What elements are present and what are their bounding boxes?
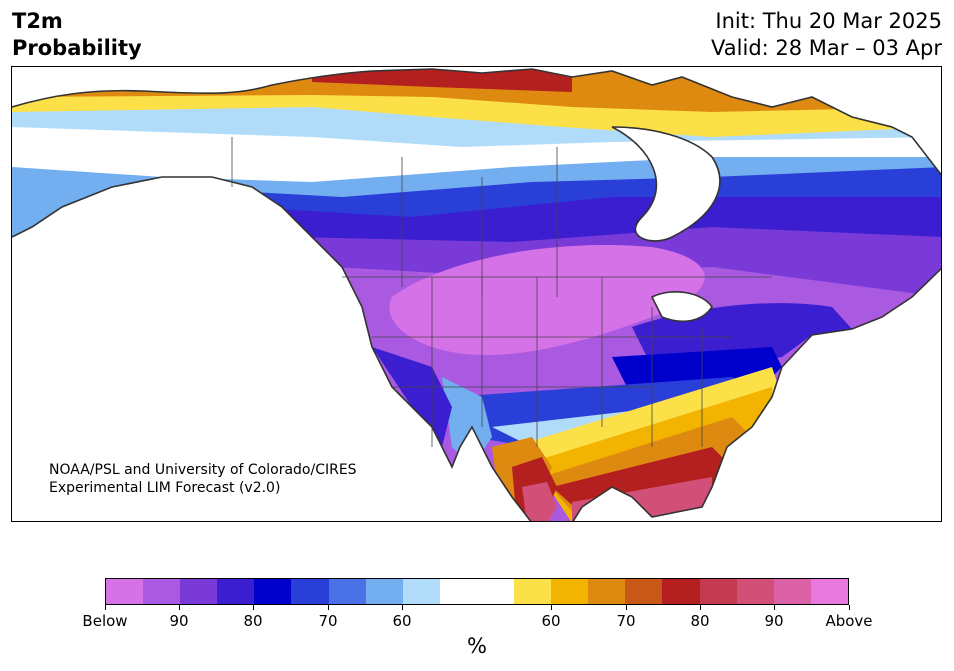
forecast-map (11, 66, 942, 522)
colorbar-segment (254, 579, 292, 604)
credit-line-1: NOAA/PSL and University of Colorado/CIRE… (49, 462, 357, 478)
colorbar-segment (291, 579, 329, 604)
colorbar-tick-mark (700, 605, 701, 610)
colorbar-segment (699, 579, 737, 604)
colorbar-segment (736, 579, 774, 604)
colorbar-segment (662, 579, 700, 604)
coastlines (12, 68, 941, 521)
credit-line-2: Experimental LIM Forecast (v2.0) (49, 480, 281, 496)
forecast-dates: Init: Thu 20 Mar 2025 Valid: 28 Mar – 03… (711, 8, 942, 62)
colorbar-segment (439, 579, 477, 604)
colorbar-segment (810, 579, 848, 604)
init-date: Init: Thu 20 Mar 2025 (715, 9, 942, 33)
state-borders (231, 137, 772, 447)
colorbar-segment (773, 579, 811, 604)
colorbar-tick-mark (551, 605, 552, 610)
colorbar-tick-label: 90 (169, 612, 189, 630)
colorbar-tick-label: Below (82, 612, 128, 630)
colorbar-segment (180, 579, 218, 604)
colorbar-unit: % (467, 634, 487, 658)
colorbar-tick-label: 60 (541, 612, 561, 630)
colorbar-tick-mark (253, 605, 254, 610)
colorbar-segment (143, 579, 181, 604)
colorbar-segment (551, 579, 589, 604)
colorbar-segment (106, 579, 144, 604)
valid-range: Valid: 28 Mar – 03 Apr (711, 36, 942, 60)
colorbar-tick-mark (328, 605, 329, 610)
colorbar-segment (588, 579, 626, 604)
colorbar-tick-label: 70 (616, 612, 636, 630)
colorbar-tick-mark (849, 605, 850, 610)
colorbar-segment (328, 579, 366, 604)
colorbar-segment (217, 579, 255, 604)
plot-title: T2m Probability (12, 8, 142, 62)
colorbar-segment (514, 579, 552, 604)
colorbar-tick-mark (774, 605, 775, 610)
probability-bands (12, 69, 941, 521)
colorbar-tick-label: 80 (243, 612, 263, 630)
title-metric: Probability (12, 36, 142, 60)
colorbar-tick-mark (626, 605, 627, 610)
colorbar-segment (476, 579, 515, 604)
colorbar (105, 578, 849, 605)
map-canvas (12, 68, 941, 521)
colorbar-tick-mark (179, 605, 180, 610)
colorbar-tick-label: 60 (392, 612, 412, 630)
colorbar-tick-label: Above (825, 612, 873, 630)
credit-text: NOAA/PSL and University of Colorado/CIRE… (49, 461, 357, 497)
title-variable: T2m (12, 9, 63, 33)
colorbar-segment (625, 579, 663, 604)
colorbar-tick-label: 70 (318, 612, 338, 630)
colorbar-tick-mark (105, 605, 106, 610)
colorbar-tick-label: 90 (764, 612, 784, 630)
colorbar-tick-mark (402, 605, 403, 610)
colorbar-segment (365, 579, 403, 604)
colorbar-tick-label: 80 (690, 612, 710, 630)
colorbar-segment (402, 579, 440, 604)
